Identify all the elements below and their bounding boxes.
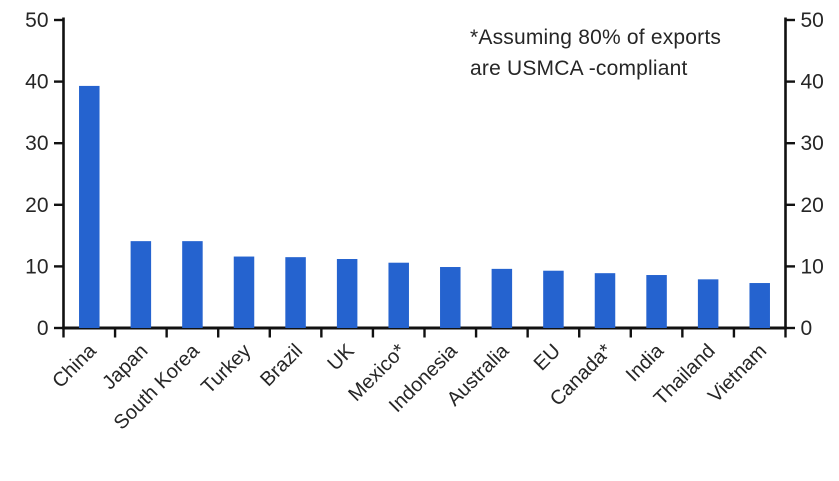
- footnote-line-2: are USMCA -compliant: [470, 57, 688, 80]
- y-tick-label-right: 10: [801, 255, 824, 278]
- bar-china: [79, 85, 100, 328]
- x-label-india: India: [622, 339, 669, 386]
- bar-canada: [594, 273, 616, 328]
- footnote-annotation: *Assuming 80% of exports are USMCA -comp…: [470, 22, 770, 84]
- y-tick-label-left: 10: [25, 255, 48, 278]
- y-tick-label-left: 30: [25, 132, 48, 155]
- bar-india: [646, 275, 667, 328]
- bar-turkey: [233, 256, 255, 328]
- bar-vietnam: [749, 283, 770, 328]
- bar-eu: [543, 270, 564, 328]
- y-tick-label-right: 30: [801, 132, 824, 155]
- bar-thailand: [697, 279, 719, 328]
- y-tick-label-left: 0: [37, 317, 49, 340]
- y-tick-label-left: 20: [25, 194, 48, 217]
- y-tick-label-left: 40: [25, 71, 48, 94]
- x-label-china: China: [48, 339, 101, 392]
- x-label-brazil: Brazil: [256, 340, 307, 391]
- bar-australia: [491, 268, 513, 328]
- x-label-uk: UK: [323, 340, 359, 376]
- y-tick-label-right: 50: [801, 9, 824, 32]
- bar-south-korea: [182, 241, 203, 328]
- bar-japan: [130, 241, 152, 328]
- x-label-turkey: Turkey: [197, 340, 255, 398]
- bar-uk: [336, 259, 358, 328]
- bar-indonesia: [440, 267, 461, 328]
- bar-brazil: [285, 257, 306, 328]
- x-label-eu: EU: [530, 340, 565, 375]
- y-tick-label-right: 40: [801, 71, 824, 94]
- y-tick-label-right: 0: [801, 317, 813, 340]
- footnote-line-1: *Assuming 80% of exports: [470, 26, 722, 49]
- y-tick-label-left: 50: [25, 9, 48, 32]
- bar-mexico: [388, 262, 409, 328]
- y-tick-label-right: 20: [801, 194, 824, 217]
